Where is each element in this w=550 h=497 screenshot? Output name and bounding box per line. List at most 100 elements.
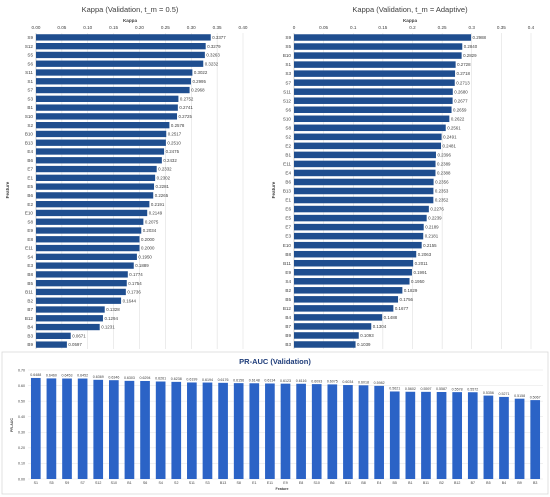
data-label: 0.2181 [425,234,439,239]
bar [155,381,166,479]
bar [294,259,414,267]
bar [452,392,463,479]
bar [294,323,372,330]
bar [294,169,436,177]
category-label: B3 [27,333,33,338]
kappa-adaptive-ylabel: Feature [271,181,276,198]
category-label: S8 [285,125,291,130]
bar [294,314,383,321]
data-label: 0.1328 [106,307,120,312]
data-label: 0.6346 [108,375,119,379]
bar [294,232,424,240]
category-label: B1 [285,152,291,157]
category-label: S10 [283,116,292,121]
category-label: B5 [27,281,33,286]
category-label: B9 [285,333,291,338]
category-label: E7 [285,225,291,230]
data-label: 0.2352 [435,198,449,203]
bar [294,133,442,141]
bar [294,205,429,213]
category-label: E11 [283,162,291,167]
category-label: B6 [330,481,334,485]
data-label: 0.2475 [166,149,180,154]
data-label: 0.2829 [463,53,477,58]
data-label: 0.2725 [179,114,193,119]
category-label: B3 [533,481,537,485]
data-label: 0.1950 [138,254,152,259]
data-label: 0.5271 [498,392,509,396]
data-label: 0.6194 [202,378,213,382]
bar [36,86,190,94]
data-label: 0.1644 [123,298,137,303]
bar [36,51,205,59]
category-label: S6 [143,481,147,485]
category-label: E1 [285,198,291,203]
kappa-adaptive-xlabel: Kappa [403,18,417,23]
prauc-xlabel: Feature [276,487,289,491]
bar [294,305,394,312]
category-label: B6 [27,193,33,198]
bar [36,315,103,322]
data-label: 0.0597 [68,342,82,347]
bar [296,383,306,479]
bar [483,395,494,479]
category-label: B2 [439,481,443,485]
category-label: S12 [95,481,101,485]
x-tick-label: 0.4 [528,25,535,30]
bar [36,332,71,339]
data-label: 0.1736 [127,290,141,295]
category-label: S3 [285,71,291,76]
bar [499,396,509,479]
bar [36,297,122,304]
data-label: 0.2517 [168,132,182,137]
category-label: B1 [127,481,131,485]
y-tick-label: 0.40 [18,415,25,419]
data-label: 0.1756 [400,297,414,302]
kappa-adaptive-chart: Kappa (Validation, t_m = Adaptive) Kappa… [271,5,535,349]
data-label: 0.6261 [155,377,166,381]
data-label: 0.2302 [157,175,171,180]
bar [233,383,244,479]
bar [108,380,119,479]
data-label: 0.2149 [149,211,163,216]
category-label: S1 [285,62,291,67]
bar [36,192,154,199]
data-label: 0.5158 [514,394,525,398]
data-label: 0.1677 [395,306,409,311]
bar [36,43,206,50]
bar [294,278,410,285]
data-label: 0.2265 [155,193,169,198]
category-label: S3 [27,96,33,101]
bar [294,241,422,249]
bar [358,385,369,479]
data-label: 0.3279 [207,44,221,49]
x-tick-label: 0.1 [350,25,357,30]
data-label: 0.1774 [129,272,143,277]
bar [294,124,446,132]
category-label: S12 [25,44,34,49]
bar [294,142,441,150]
category-label: E4 [285,171,291,176]
bar [294,52,462,59]
bar [36,34,211,41]
category-label: E2 [285,143,291,148]
data-label: 0.3263 [206,53,220,58]
category-label: E9 [27,228,33,233]
bar [36,174,156,181]
x-tick-label: 0 [293,25,296,30]
category-label: S12 [283,98,292,103]
category-label: B11 [345,481,351,485]
bar [327,384,338,479]
category-label: S11 [283,89,291,94]
data-label: 0.2713 [456,80,470,85]
bar [30,377,41,479]
bar [294,296,399,303]
category-label: B1 [27,105,33,110]
data-label: 0.1488 [384,315,398,320]
category-label: S5 [27,53,33,58]
data-label: 0.5982 [374,381,385,385]
category-label: B11 [25,290,33,295]
category-label: B12 [25,316,34,321]
bar [280,383,291,479]
data-label: 0.2189 [425,225,439,230]
